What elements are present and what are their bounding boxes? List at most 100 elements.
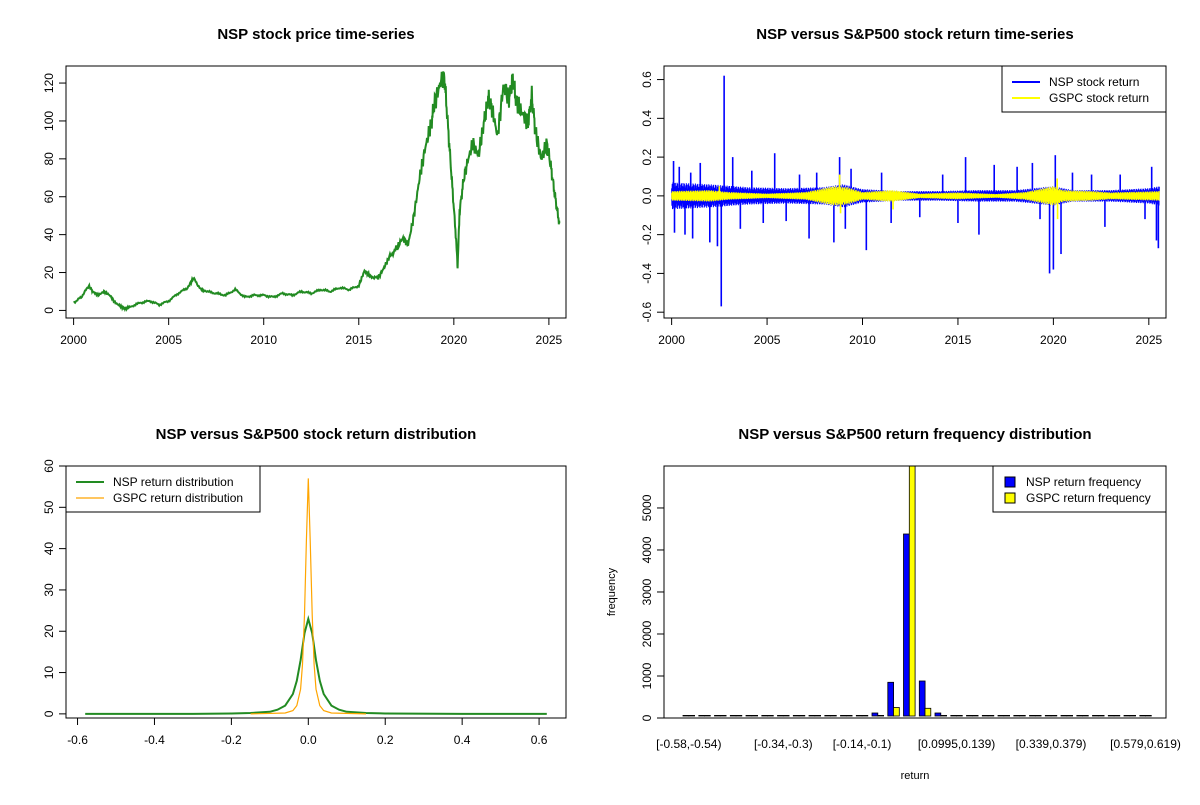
nsp-frequency-bar xyxy=(714,715,721,717)
gspc-frequency-bar xyxy=(1082,715,1089,717)
x-tick-label: 2010 xyxy=(250,333,277,347)
y-tick-label: 60 xyxy=(42,190,56,204)
gspc-frequency-bar xyxy=(782,715,790,717)
nsp-frequency-bar xyxy=(1029,715,1036,717)
gspc-frequency-bar xyxy=(1113,715,1121,717)
legend-density xyxy=(65,465,261,513)
x-tick-label: 2000 xyxy=(60,333,87,347)
gspc-frequency-bar xyxy=(719,715,727,717)
nsp-price-line xyxy=(73,71,561,313)
legend-swatch xyxy=(1004,476,1016,488)
x-tick-label: 2005 xyxy=(754,333,781,347)
y-tick-label: -0.6 xyxy=(640,302,654,323)
legend-returns xyxy=(1001,65,1167,113)
nsp-frequency-bar xyxy=(698,715,705,717)
gspc-frequency-bar xyxy=(971,715,979,717)
gspc-frequency-bar xyxy=(1066,715,1074,717)
gspc-frequency-bar xyxy=(751,715,758,717)
nsp-frequency-bar xyxy=(808,715,816,717)
plot-frame-2 xyxy=(663,65,1167,319)
gspc-density-line xyxy=(250,478,367,715)
x-category-label: [0.339,0.379) xyxy=(1016,737,1087,751)
gspc-frequency-bar xyxy=(1129,715,1137,717)
legend-frequency xyxy=(992,465,1167,513)
x-tick-label: 2020 xyxy=(1040,333,1067,347)
nsp-frequency-bar xyxy=(1044,715,1052,717)
y-tick-label: 30 xyxy=(42,583,56,597)
nsp-frequency-bar xyxy=(1107,715,1115,717)
legend-label: GSPC return frequency xyxy=(1026,491,1151,505)
gspc-frequency-bar xyxy=(893,707,900,717)
x-tick-label: 2010 xyxy=(849,333,876,347)
x-tick-label: 0.4 xyxy=(454,733,471,747)
plot-frame-3 xyxy=(65,465,567,719)
gspc-frequency-bar xyxy=(1034,715,1042,717)
y-tick-label: 2000 xyxy=(640,620,654,647)
nsp-frequency-bar xyxy=(871,712,879,717)
y-tick-label: 3000 xyxy=(640,578,654,605)
y-tick-label: 5000 xyxy=(640,494,654,521)
gspc-frequency-bar xyxy=(735,715,743,717)
x-tick-label: 2025 xyxy=(536,333,563,347)
nsp-frequency-bar xyxy=(1060,715,1068,717)
gspc-frequency-bar xyxy=(924,707,932,717)
nsp-frequency-bar xyxy=(745,715,753,717)
gspc-frequency-bar xyxy=(1145,715,1152,717)
legend-label: NSP return frequency xyxy=(1026,475,1141,489)
gspc-frequency-bar xyxy=(956,715,963,717)
nsp-frequency-bar xyxy=(840,715,847,717)
y-tick-label: 80 xyxy=(42,152,56,166)
nsp-frequency-bar xyxy=(903,533,910,717)
legend-label: NSP return distribution xyxy=(113,475,234,489)
gspc-frequency-bar xyxy=(1097,715,1105,717)
gspc-frequency-bar xyxy=(830,715,837,717)
chart-title-3: NSP versus S&P500 stock return distribut… xyxy=(156,426,477,443)
gspc-frequency-bar xyxy=(814,715,821,717)
y-tick-label: -0.2 xyxy=(640,224,654,245)
nsp-frequency-bar xyxy=(950,715,957,717)
y-tick-label: 10 xyxy=(42,666,56,680)
gspc-frequency-bar xyxy=(845,715,853,717)
legend-swatch xyxy=(1004,492,1016,504)
gspc-frequency-bar xyxy=(861,715,869,717)
x-tick-label: 0.6 xyxy=(531,733,548,747)
gspc-frequency-bar xyxy=(767,715,774,717)
x-tick-label: 0.2 xyxy=(377,733,394,747)
nsp-frequency-bar xyxy=(777,715,784,717)
x-category-label: [-0.14,-0.1) xyxy=(833,737,892,751)
y-tick-label: 0 xyxy=(42,710,56,717)
nsp-frequency-bar xyxy=(824,715,831,717)
nsp-frequency-bar xyxy=(966,715,973,717)
nsp-frequency-bar xyxy=(918,680,926,717)
chart-title-4: NSP versus S&P500 return frequency distr… xyxy=(738,426,1091,443)
y-tick-label: 50 xyxy=(42,500,56,514)
y-tick-label: 0.0 xyxy=(640,187,654,204)
x-category-label: [0.0995,0.139) xyxy=(918,737,995,751)
nsp-frequency-bar xyxy=(682,715,690,717)
nsp-frequency-bar xyxy=(855,715,863,717)
nsp-frequency-bar xyxy=(1139,715,1147,717)
chart-title-1: NSP stock price time-series xyxy=(217,26,414,43)
x-tick-label: 2005 xyxy=(155,333,182,347)
chart-title-2: NSP versus S&P500 stock return time-seri… xyxy=(756,26,1073,43)
x-category-label: [-0.34,-0.3) xyxy=(754,737,813,751)
x-axis-title: return xyxy=(901,770,930,782)
y-tick-label: -0.4 xyxy=(640,263,654,284)
gspc-frequency-bar xyxy=(1019,715,1026,717)
x-category-label: [-0.58,-0.54) xyxy=(656,737,721,751)
y-tick-label: 40 xyxy=(42,542,56,556)
nsp-frequency-bar xyxy=(934,712,942,717)
y-tick-label: 60 xyxy=(42,459,56,473)
gspc-frequency-bar xyxy=(704,715,711,717)
x-tick-label: 2015 xyxy=(345,333,372,347)
x-tick-label: -0.6 xyxy=(67,733,88,747)
gspc-frequency-bar xyxy=(940,715,947,717)
x-tick-label: -0.4 xyxy=(144,733,165,747)
nsp-frequency-bar xyxy=(887,681,894,717)
x-tick-label: 2025 xyxy=(1135,333,1162,347)
plot-frame-1 xyxy=(65,65,567,319)
nsp-frequency-bar xyxy=(1092,715,1099,717)
nsp-frequency-bar xyxy=(1076,715,1084,717)
y-tick-label: 20 xyxy=(42,624,56,638)
